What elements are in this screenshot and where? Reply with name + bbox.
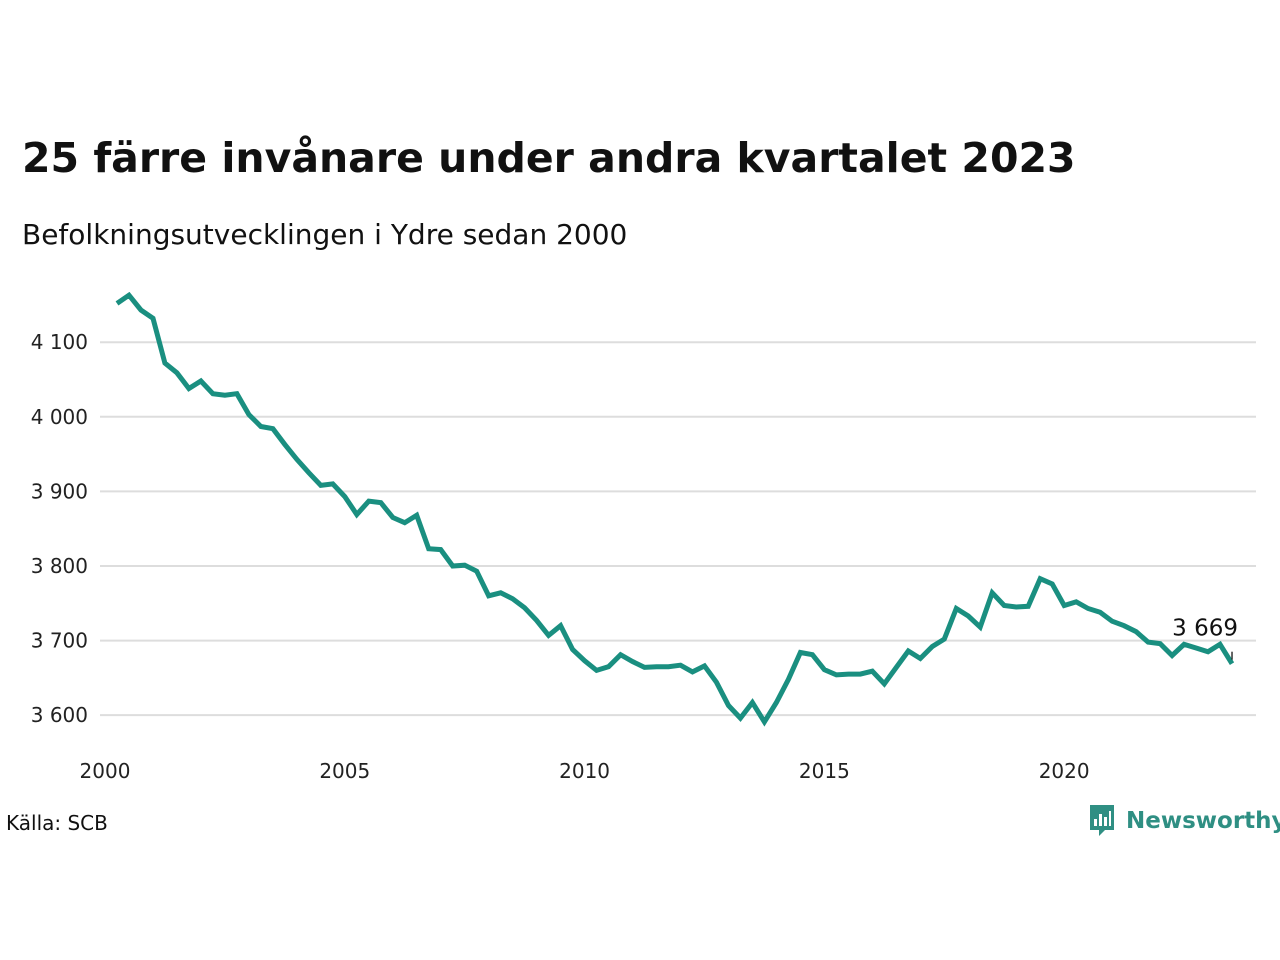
y-tick-label: 4 100 (31, 330, 88, 354)
y-tick-label: 3 700 (31, 629, 88, 653)
source-note: Källa: SCB (6, 811, 108, 835)
y-tick-label: 4 000 (31, 405, 88, 429)
chart-subtitle: Befolkningsutvecklingen i Ydre sedan 200… (22, 218, 628, 251)
y-tick-label: 3 900 (31, 479, 88, 503)
x-tick-label: 2005 (319, 759, 370, 783)
x-tick-label: 2020 (1039, 759, 1090, 783)
y-axis-tick-labels: 3 600 3 700 3 800 3 900 4 000 4 100 (31, 330, 88, 727)
end-value-label: 3 669 (1172, 616, 1238, 642)
y-tick-label: 3 800 (31, 554, 88, 578)
series-line (115, 291, 1235, 727)
annotation-layer: 3 669 (1172, 616, 1238, 660)
x-axis-tick-labels: 2000 2005 2010 2015 2020 (80, 759, 1090, 783)
x-tick-label: 2000 (80, 759, 131, 783)
newsworthy-chat-bar-icon (1090, 805, 1114, 836)
brand-name: Newsworthy (1126, 808, 1280, 834)
x-tick-label: 2015 (799, 759, 850, 783)
newsworthy-logo: Newsworthy (1088, 803, 1280, 839)
chart-title: 25 färre invånare under andra kvartalet … (22, 134, 1076, 182)
grid-lines (100, 341, 1256, 717)
series-layer (115, 291, 1235, 727)
x-tick-label: 2010 (559, 759, 610, 783)
y-tick-label: 3 600 (31, 703, 88, 727)
